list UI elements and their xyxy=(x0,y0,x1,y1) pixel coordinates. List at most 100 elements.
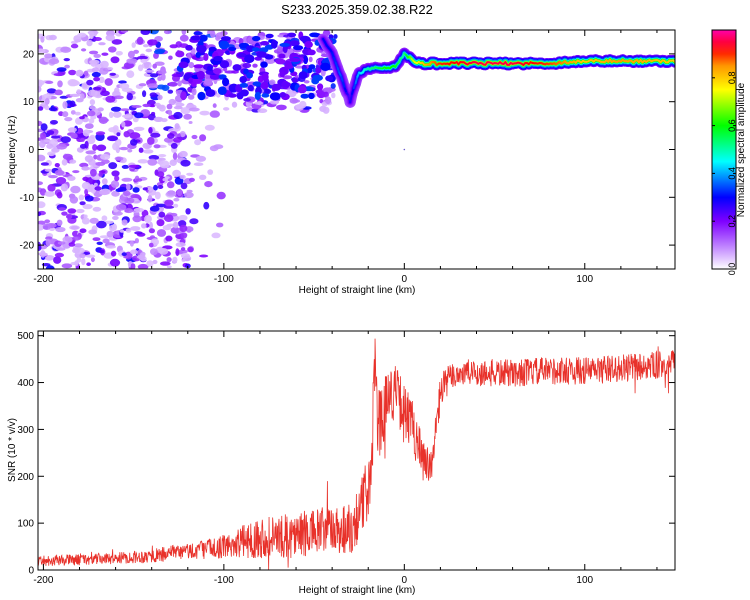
spectrogram-cell xyxy=(189,218,199,225)
spectrogram-cell xyxy=(191,87,197,96)
spectrogram-cell xyxy=(133,126,145,131)
spectrogram-cell xyxy=(68,69,77,76)
spectrogram-cell xyxy=(142,187,148,191)
spectrogram-cell xyxy=(153,144,161,149)
spectrogram-cell xyxy=(285,64,294,69)
spectrogram-cell xyxy=(89,99,96,106)
spectrogram-cell xyxy=(243,98,251,102)
spectrogram-cell xyxy=(147,136,155,145)
spectrogram-cell xyxy=(185,44,193,51)
spectrogram-cell xyxy=(87,187,93,193)
spectrogram-cell xyxy=(96,144,107,152)
spectrogram-cell xyxy=(60,136,71,144)
spectrogram-cell xyxy=(176,188,183,197)
spectrogram-cell xyxy=(79,116,85,120)
spectrogram-cell xyxy=(93,182,98,187)
spectrogram-cell xyxy=(74,260,79,267)
spectrogram-cell xyxy=(251,47,260,52)
spectrogram-cell xyxy=(130,263,136,269)
spectrogram-cell xyxy=(70,185,81,194)
spectrogram-cell xyxy=(213,144,224,150)
spectrogram-cell xyxy=(277,46,283,52)
spectrogram-cell xyxy=(269,92,281,101)
spectrogram-cell xyxy=(298,71,308,80)
spectrogram-cell xyxy=(121,219,128,226)
spectrogram-cell xyxy=(108,111,114,119)
spectrogram-cell xyxy=(281,81,292,88)
spectrogram-cell xyxy=(79,201,86,206)
spectrogram-cell xyxy=(291,78,299,83)
spectrogram-cell xyxy=(119,229,125,233)
spectrogram-cell xyxy=(190,35,201,41)
spectrogram-cell xyxy=(89,217,99,224)
spectrogram-marks xyxy=(38,30,675,269)
spectrogram-cell xyxy=(317,83,324,91)
spectrogram-cell xyxy=(164,199,174,207)
spectrogram-cell xyxy=(173,197,180,202)
spectrogram-cell xyxy=(119,83,130,90)
spectrogram-cell xyxy=(197,91,206,101)
spectrogram-cell xyxy=(60,46,72,53)
x-tick-label: -100 xyxy=(214,575,234,586)
spectrogram-cell xyxy=(90,168,97,177)
spectrogram-cell xyxy=(166,103,173,110)
spectrogram-cell xyxy=(84,123,94,129)
spectrogram-cell xyxy=(41,263,51,267)
snr-y-ticks: 0 100 200 300 400 500 xyxy=(17,331,675,577)
spectrogram-cell xyxy=(289,97,299,104)
spectrogram-cell xyxy=(173,111,183,120)
spectrogram-cell xyxy=(162,178,168,182)
spectrogram-cell xyxy=(293,45,304,51)
spectrogram-cell xyxy=(260,41,270,46)
spectrogram-cell xyxy=(168,81,178,87)
spectrogram-cell xyxy=(134,231,143,235)
spectrogram-cell xyxy=(133,207,145,213)
snr-x-ticks: -200 -100 0 100 xyxy=(33,331,658,586)
spectrogram-cell xyxy=(129,132,141,140)
spectrogram-cell xyxy=(98,76,105,84)
spectrogram-cell xyxy=(101,215,108,221)
spectrogram-cell xyxy=(231,101,238,108)
spectrogram-cell xyxy=(90,257,95,263)
spectrogram-y-label: Frequency (Hz) xyxy=(7,116,18,185)
spectrogram-cell xyxy=(49,34,57,41)
spectrogram-cell xyxy=(85,150,96,155)
spectrogram-cell xyxy=(111,39,123,45)
spectrogram-cell xyxy=(130,138,138,146)
spectrogram-cell xyxy=(247,84,254,92)
y-tick-label: -20 xyxy=(20,241,35,252)
spectrogram-cell xyxy=(207,169,214,175)
spectrogram-cell xyxy=(72,230,80,237)
spectrogram-cell xyxy=(154,61,165,66)
spectrogram-cell xyxy=(179,174,186,180)
spectrogram-cell xyxy=(127,148,133,153)
spectrogram-cell xyxy=(121,164,130,169)
spectrogram-cell xyxy=(295,104,303,110)
spectrogram-cell xyxy=(333,34,338,39)
spectrogram-cell xyxy=(228,46,237,52)
spectrogram-cell xyxy=(134,112,144,119)
spectrogram-cell xyxy=(315,67,322,74)
spectrogram-cell xyxy=(70,225,79,230)
spectrogram-cell xyxy=(261,93,270,98)
spectrogram-cell xyxy=(307,49,316,56)
spectrogram-cell xyxy=(45,265,55,269)
spectrogram-cell xyxy=(40,162,50,166)
spectrogram-cell xyxy=(44,168,52,172)
spectrogram-cell xyxy=(195,155,207,162)
spectrogram-cell xyxy=(165,235,173,242)
spectrogram-cell xyxy=(81,217,90,225)
spectrogram-cell xyxy=(72,170,80,174)
spectrogram-cell xyxy=(297,85,307,94)
spectrogram-cell xyxy=(152,259,158,265)
spectrogram-cell xyxy=(139,252,146,261)
y-tick-label: 20 xyxy=(23,49,35,60)
spectrogram-cell xyxy=(67,175,76,181)
spectrogram-cell xyxy=(213,55,223,62)
spectrogram-cell xyxy=(179,150,188,158)
spectrogram-cell xyxy=(64,64,70,69)
spectrogram-cell xyxy=(261,72,269,82)
page-title: S233.2025.359.02.38.R22 xyxy=(281,2,433,17)
spectrogram-cell xyxy=(191,134,198,140)
spectrogram-cell xyxy=(252,63,258,68)
